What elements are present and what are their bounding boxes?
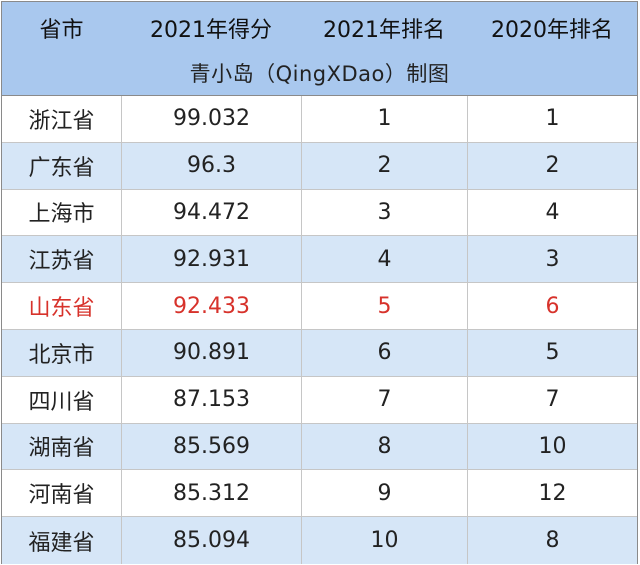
header-province: 省市: [39, 18, 84, 43]
province-cell: 四川省: [28, 389, 95, 415]
rank-2020-cell: 1: [467, 96, 637, 142]
province-cell: 浙江省: [28, 108, 95, 134]
table-row: 河南省 85.312 9 12: [2, 470, 637, 518]
score-2021-cell: 92.433: [121, 283, 301, 329]
header-rank-2020: 2020年排名: [491, 18, 613, 43]
table-row: 湖南省 85.569 8 10: [2, 423, 637, 471]
table-row-highlight: 山东省 92.433 5 6: [2, 283, 637, 330]
rank-2021-cell: 6: [301, 329, 467, 376]
rank-2020-cell: 8: [467, 517, 637, 564]
rank-2020-cell: 7: [467, 376, 637, 423]
score-2021-cell: 99.032: [121, 96, 301, 142]
table-row: 上海市 94.472 3 4: [2, 189, 637, 237]
province-cell: 湖南省: [28, 436, 95, 462]
header-score-2021: 2021年得分: [150, 18, 272, 43]
province-cell: 江苏省: [28, 249, 95, 275]
table-subtitle: 青小岛（QingXDao）制图: [189, 62, 450, 86]
rank-2021-cell: 10: [301, 517, 467, 564]
table-row: 广东省 96.3 2 2: [2, 142, 637, 190]
table-row: 江苏省 92.931 4 3: [2, 236, 637, 284]
rank-2020-cell: 3: [467, 236, 637, 283]
score-2021-cell: 92.931: [121, 236, 301, 283]
province-cell: 河南省: [28, 483, 95, 509]
province-cell: 广东省: [28, 155, 95, 181]
table-row: 四川省 87.153 7 7: [2, 376, 637, 424]
score-2021-cell: 85.094: [121, 517, 301, 564]
rank-2021-cell: 5: [301, 283, 467, 329]
rank-2020-cell: 2: [467, 142, 637, 189]
table-body: 浙江省 99.032 1 1 广东省 96.3 2 2 上海市 94.472 3…: [2, 96, 637, 564]
table-row: 浙江省 99.032 1 1: [2, 96, 637, 143]
score-2021-cell: 85.569: [121, 423, 301, 470]
table-header: 省市 2021年得分 2021年排名 2020年排名 青小岛（QingXDao）…: [2, 2, 637, 96]
rank-2020-cell: 4: [467, 189, 637, 236]
header-row: 省市 2021年得分 2021年排名 2020年排名: [2, 2, 637, 54]
score-2021-cell: 87.153: [121, 376, 301, 423]
rank-2020-cell: 12: [467, 470, 637, 517]
score-2021-cell: 85.312: [121, 470, 301, 517]
score-2021-cell: 96.3: [121, 142, 301, 189]
province-cell: 福建省: [28, 530, 95, 556]
province-cell: 北京市: [28, 342, 95, 368]
rank-2020-cell: 6: [467, 283, 637, 329]
province-cell: 上海市: [28, 202, 95, 228]
province-cell: 山东省: [28, 296, 95, 322]
rank-2021-cell: 8: [301, 423, 467, 470]
rank-2021-cell: 4: [301, 236, 467, 283]
rank-2021-cell: 1: [301, 96, 467, 142]
rank-2021-cell: 9: [301, 470, 467, 517]
rank-2020-cell: 5: [467, 329, 637, 376]
header-rank-2021: 2021年排名: [323, 18, 445, 43]
score-2021-cell: 94.472: [121, 189, 301, 236]
rank-2021-cell: 2: [301, 142, 467, 189]
table-row: 福建省 85.094 10 8: [2, 517, 637, 564]
rank-2020-cell: 10: [467, 423, 637, 470]
table-row: 北京市 90.891 6 5: [2, 329, 637, 377]
score-2021-cell: 90.891: [121, 329, 301, 376]
rank-2021-cell: 3: [301, 189, 467, 236]
rank-2021-cell: 7: [301, 376, 467, 423]
